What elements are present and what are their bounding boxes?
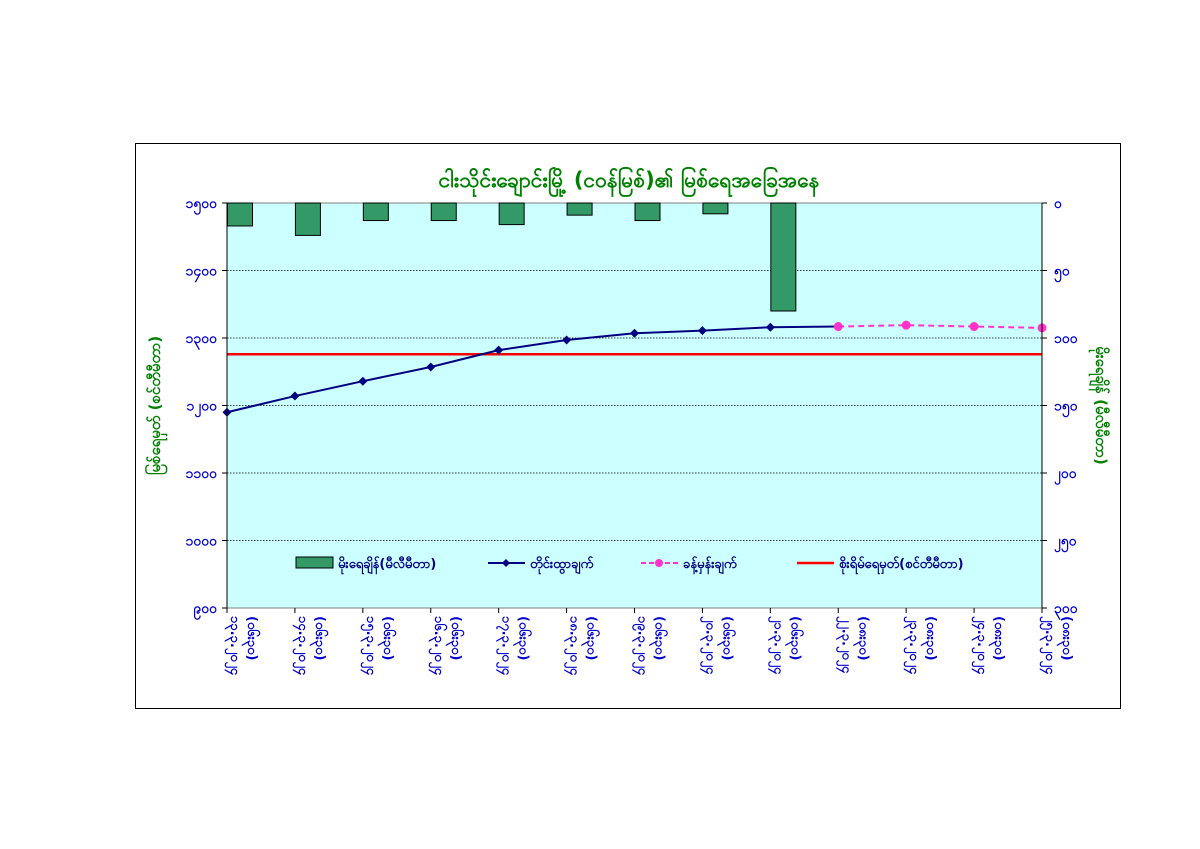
x-tick-time: (၀၆း၃၀): [581, 616, 601, 660]
rainfall-bar: [702, 202, 729, 215]
x-tick-time: (၀၆း၃၀): [445, 616, 465, 660]
x-tick-time: (၀၆း၃၀): [649, 616, 669, 660]
observed-point: [290, 391, 300, 401]
left-tick-label: ၁၄၀၀: [186, 264, 219, 283]
x-tick-time: (၀၈း၃၀): [988, 616, 1006, 661]
x-tick-time: (၀၆း၃၀): [377, 616, 397, 660]
legend-swatch-rainfall: [295, 556, 334, 569]
right-tick-label: ၁၀၀: [1054, 331, 1079, 347]
observed-line: [226, 325, 839, 414]
observed-point: [562, 335, 572, 345]
rainfall-bar: [498, 202, 525, 226]
x-tick-date: ၁၇.၃.၂၀၂၄: [496, 616, 514, 676]
legend-label: မိုးရေချိန်(မီလီမီတာ): [338, 555, 436, 575]
left-axis-title: မြစ်ရေမှတ် (စင်တီမီတာ): [144, 336, 168, 475]
chart-frame: ၉၀၀ ၁၀၀၀ ၁၁၀၀ ၁၂၀၀ ၁၃၀၀ ၁၄၀၀ ၁၅၀၀ ၀၅၀၁၀၀၁၅၀၂၀၀၂…: [135, 143, 1121, 709]
x-tick-date: ၂၃.၃.၂၀၂၄: [903, 616, 921, 675]
x-tick-date: ၂၂.၃.၂၀၂၄: [835, 616, 853, 674]
plot-area: [227, 203, 1042, 608]
x-tick-time: (၀၆း၃၀): [784, 616, 804, 660]
observed-point: [630, 328, 639, 338]
legend-marker-observed: [502, 559, 510, 567]
x-tick-time: (၀၆း၃၀): [309, 616, 329, 660]
rainfall-bar: [430, 202, 457, 222]
x-tick-time: (၀၆း၃၀): [716, 616, 736, 660]
right-tick-label: ၃၀၀: [1054, 601, 1079, 620]
x-tick-date: ၁၃.၃.၂၀၂၄: [224, 616, 242, 676]
x-tick-date: ၁၆.၃.၂၀၂၄: [428, 616, 448, 676]
x-tick-time: (၀၆း၃၀): [241, 616, 261, 660]
forecast-point: [901, 320, 911, 330]
rainfall-bar: [294, 202, 321, 236]
right-tick-label: ၁၅၀: [1054, 399, 1079, 418]
x-tick-date: ၂၀.၃.၂၀၂၄: [699, 616, 717, 675]
chart-title: ငါးသိုင်းချောင်းမြို့ (ငဝန်မြစ်)၏ မြစ်ရေ…: [439, 165, 820, 198]
right-tick-label: ၀: [1054, 196, 1063, 212]
right-tick-label: ၂၅၀: [1054, 534, 1078, 553]
rainfall-bar: [634, 202, 661, 222]
left-tick-label: ၁၃၀၀: [186, 331, 219, 350]
rainfall-bar: [770, 202, 797, 312]
forecast-point: [969, 322, 979, 332]
legend-label: စိုးရိမ်ရေမှတ်(စင်တီမီတာ): [839, 555, 964, 575]
legend-label: တိုင်းထွာချက်: [530, 555, 593, 575]
observed-point: [697, 326, 707, 336]
observed-point: [358, 376, 368, 386]
x-tick-date: ၂၄.၃.၂၀၂၄: [971, 616, 989, 675]
observed-point: [765, 322, 775, 332]
x-tick-time: (၀၈း၃၀): [852, 616, 870, 661]
left-tick-label: ၁၅၀၀: [186, 196, 219, 215]
left-tick-label: ၁၂၀၀: [186, 399, 218, 418]
x-tick-time: (၀၆း၃၀): [513, 616, 533, 660]
right-tick-label: ၅၀: [1054, 264, 1071, 283]
x-tick-date: ၁၄.၃.၂၀၂၄: [292, 616, 310, 676]
right-tick-label: ၂၀၀: [1054, 466, 1078, 485]
x-tick-date: ၁၅.၃.၂၀၂၄: [360, 616, 378, 676]
observed-point: [426, 362, 436, 372]
x-tick-date: ၂၁.၃.၂၀၂၄: [767, 616, 785, 675]
legend-marker-forecast: [655, 559, 663, 567]
forecast-line: [838, 324, 1043, 329]
observed-point: [494, 345, 504, 355]
x-tick-time: (၀၈း၃၀): [1056, 616, 1074, 661]
rainfall-bar: [566, 202, 593, 216]
forecast-point: [833, 322, 843, 332]
legend-label: ခန့်မှန်းချက်: [683, 555, 737, 575]
x-tick-date: ၁၉.၃.၂၀၂၄: [632, 616, 650, 676]
rainfall-bar: [227, 202, 253, 227]
x-tick-date: ၂၅.၃.၂၀၂၄: [1039, 616, 1057, 675]
left-tick-label: ၁၀၀၀: [186, 534, 219, 550]
x-tick-time: (၀၈း၃၀): [920, 616, 938, 661]
right-axis-title: မိုးရေချိန် (မီလီမီတာ): [1088, 346, 1111, 465]
left-tick-label: ၁၁၀၀: [186, 466, 219, 482]
left-tick-label: ၉၀၀: [193, 601, 218, 620]
x-tick-date: ၁၈.၃.၂၀၂၄: [564, 616, 582, 676]
chart-svg: ၉၀၀ ၁၀၀၀ ၁၁၀၀ ၁၂၀၀ ၁၃၀၀ ၁၄၀၀ ၁၅၀၀ ၀၅၀၁၀၀၁၅၀၂၀၀၂…: [144, 165, 1111, 676]
rainfall-bar: [362, 202, 389, 222]
